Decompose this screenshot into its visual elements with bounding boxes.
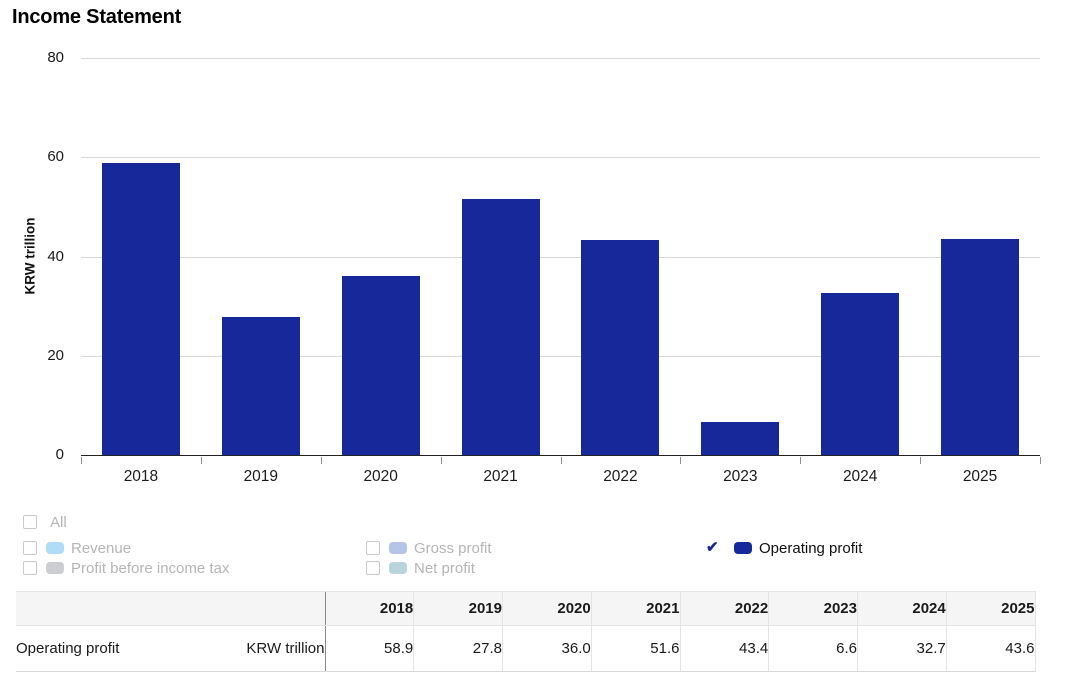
x-axis-label-2025: 2025 (962, 468, 998, 485)
legend-item-operating-profit[interactable]: ✔ Operating profit (706, 539, 863, 557)
table-value-2025: 43.6 (945, 625, 1036, 672)
table-header-empty (16, 591, 325, 626)
x-axis-tick (800, 457, 802, 464)
gridline-80 (81, 58, 1040, 59)
checkbox-unchecked-icon[interactable] (23, 541, 37, 555)
legend-item-all[interactable]: All (23, 513, 67, 531)
table-header-2021: 2021 (590, 591, 680, 626)
legend-item-profit-before-income-tax[interactable]: Profit before income tax (23, 559, 230, 577)
legend-label[interactable]: All (50, 513, 67, 531)
table-header-2020: 2020 (502, 591, 592, 626)
gridline-20 (81, 355, 1040, 357)
legend-label[interactable]: Gross profit (414, 539, 492, 557)
bar-2022[interactable] (581, 239, 660, 455)
legend-label[interactable]: Profit before income tax (71, 559, 230, 577)
legend-item-revenue[interactable]: Revenue (23, 539, 132, 557)
bar-2021[interactable] (461, 198, 540, 455)
table-header-2025: 2025 (945, 591, 1036, 626)
series-color-swatch (734, 542, 752, 554)
checkbox-unchecked-icon[interactable] (366, 561, 380, 575)
y-tick-label-0: 0 (55, 446, 64, 463)
bar-2024[interactable] (821, 292, 900, 455)
table-value-2022: 43.4 (679, 625, 769, 672)
table-value-2024: 32.7 (857, 625, 947, 672)
checkbox-unchecked-icon[interactable] (366, 541, 380, 555)
bar-2020[interactable] (341, 276, 420, 455)
x-axis-tick (440, 457, 442, 464)
table-header-2019: 2019 (413, 591, 503, 626)
y-tick-label-20: 20 (47, 346, 64, 364)
series-color-swatch (389, 542, 407, 554)
x-axis-label-2019: 2019 (243, 468, 279, 485)
series-color-swatch (46, 542, 64, 554)
x-axis-label-2022: 2022 (603, 468, 638, 485)
bar-2023[interactable] (701, 422, 780, 455)
x-axis-tick (81, 457, 82, 464)
x-axis-label-2024: 2024 (842, 468, 878, 485)
table-value-2021: 51.6 (590, 625, 680, 672)
x-axis-tick (1040, 457, 1041, 464)
table-row: Operating profit KRW trillion 58.9 27.8 36.0… (16, 625, 1036, 672)
table-value-2020: 36.0 (502, 625, 592, 672)
legend-label[interactable]: Operating profit (759, 539, 863, 557)
gridline-60 (81, 157, 1040, 159)
table-header-2018: 2018 (324, 591, 414, 626)
table-row-unit: KRW trillion (206, 625, 325, 672)
legend-item-net-profit[interactable]: Net profit (366, 559, 475, 577)
operating-profit-table: 2018 2019 2020 2021 2022 2023 2024 2025 Operati… (16, 591, 1036, 672)
bar-2018[interactable] (101, 162, 180, 455)
x-axis-tick (560, 457, 562, 464)
checkbox-unchecked-icon[interactable] (23, 561, 37, 575)
table-value-2019: 27.8 (413, 625, 503, 672)
y-tick-label-40: 40 (47, 247, 64, 265)
table-header-2022: 2022 (679, 591, 769, 626)
checkbox-unchecked-icon[interactable] (23, 515, 37, 529)
x-axis-tick (680, 457, 682, 464)
y-tick-label-80: 80 (47, 49, 64, 66)
series-color-swatch (46, 562, 64, 574)
legend-label[interactable]: Revenue (71, 539, 132, 557)
legend-label[interactable]: Net profit (414, 559, 475, 577)
x-axis-label-2020: 2020 (363, 468, 398, 485)
bar-2025[interactable] (941, 238, 1020, 455)
y-tick-label-60: 60 (47, 148, 64, 166)
x-axis-tick (320, 457, 322, 464)
x-axis-tick (200, 457, 202, 464)
x-axis-tick (920, 457, 922, 464)
table-value-2018: 58.9 (324, 625, 414, 672)
bar-2019[interactable] (221, 317, 300, 455)
table-header-2023: 2023 (768, 591, 858, 626)
table-row-label: Operating profit (16, 625, 206, 672)
page-title: Income Statement (12, 6, 182, 28)
gridline-40 (81, 256, 1040, 258)
table-header-2024: 2024 (857, 591, 947, 626)
table-header-row: 2018 2019 2020 2021 2022 2023 2024 2025 (16, 591, 1036, 626)
series-color-swatch (389, 562, 407, 574)
x-axis-label-2023: 2023 (723, 468, 758, 485)
bar-chart-plot-area (81, 58, 1040, 456)
x-axis-label-2021: 2021 (483, 468, 518, 485)
table-value-2023: 6.6 (768, 625, 858, 672)
legend-item-gross-profit[interactable]: Gross profit (366, 539, 492, 557)
checkmark-icon[interactable]: ✔ (706, 539, 719, 556)
x-axis-label-2018: 2018 (123, 468, 159, 485)
